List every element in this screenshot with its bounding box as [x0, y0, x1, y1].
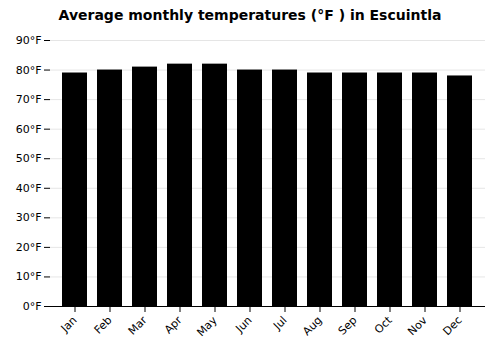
- svg-text:80°F: 80°F: [16, 64, 42, 77]
- svg-text:40°F: 40°F: [16, 182, 42, 195]
- svg-text:Jul: Jul: [270, 314, 289, 333]
- svg-text:20°F: 20°F: [16, 241, 42, 254]
- svg-text:50°F: 50°F: [16, 152, 42, 165]
- svg-text:Dec: Dec: [440, 314, 464, 338]
- svg-text:Mar: Mar: [126, 313, 150, 337]
- svg-text:0°F: 0°F: [23, 300, 42, 313]
- svg-text:Apr: Apr: [162, 313, 185, 336]
- svg-text:Oct: Oct: [372, 313, 395, 336]
- svg-text:Aug: Aug: [300, 314, 324, 338]
- svg-text:May: May: [194, 313, 220, 339]
- html-text:Average monthly temperatures (: Average monthly temperatures (°F ) in Es…: [58, 7, 442, 23]
- svg-text:Jan: Jan: [58, 314, 80, 336]
- svg-text:70°F: 70°F: [16, 93, 42, 106]
- svg-text:10°F: 10°F: [16, 270, 42, 283]
- svg-text:Nov: Nov: [405, 313, 430, 338]
- svg-text:Jun: Jun: [233, 314, 255, 336]
- svg-text:Feb: Feb: [92, 314, 115, 337]
- svg-text:60°F: 60°F: [16, 123, 42, 136]
- svg-text:90°F: 90°F: [16, 34, 42, 47]
- svg-text:Sep: Sep: [336, 314, 360, 338]
- svg-text:30°F: 30°F: [16, 211, 42, 224]
